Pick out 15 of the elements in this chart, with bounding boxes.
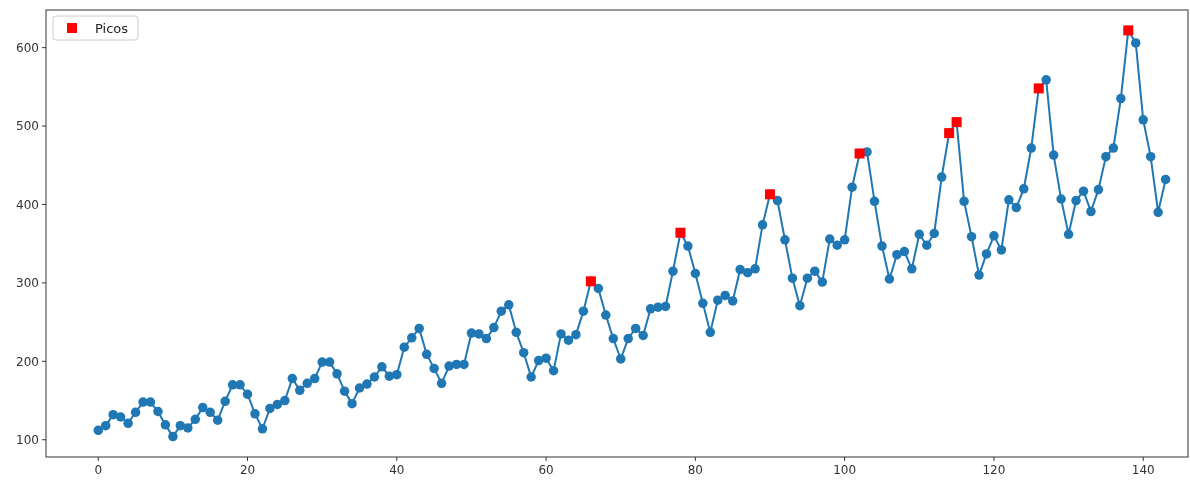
x-tick-label: 40 — [389, 463, 405, 477]
y-tick-label: 100 — [16, 432, 39, 447]
y-tick-label: 500 — [16, 119, 39, 134]
x-tick-label: 100 — [833, 463, 857, 477]
x-tick-label: 140 — [1131, 463, 1155, 477]
legend-label: Picos — [95, 20, 129, 36]
x-tick-label: 0 — [94, 463, 103, 477]
x-tick-label: 20 — [239, 463, 256, 477]
y-tick-label: 300 — [16, 276, 39, 291]
y-tick-label: 600 — [16, 40, 39, 55]
x-tick-label: 80 — [687, 463, 704, 477]
y-tick-label: 200 — [16, 354, 39, 369]
y-tick-label: 400 — [16, 197, 39, 212]
x-tick-label: 120 — [982, 463, 1006, 477]
x-tick-label: 60 — [538, 463, 554, 477]
